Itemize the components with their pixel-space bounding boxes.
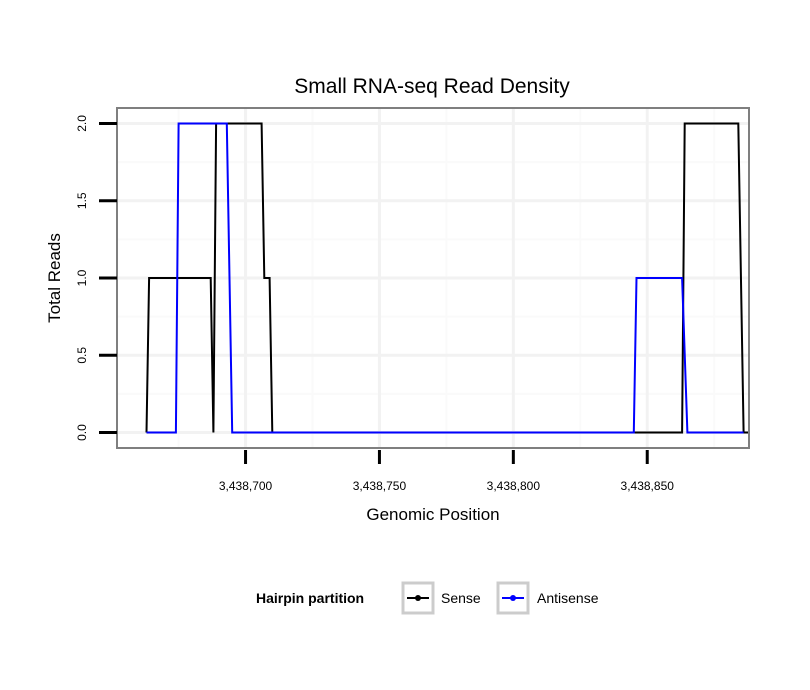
legend: Hairpin partition Sense Antisense xyxy=(256,581,599,615)
legend-label-sense: Sense xyxy=(441,590,481,606)
legend-item-antisense: Antisense xyxy=(496,581,599,615)
legend-label-antisense: Antisense xyxy=(537,590,599,606)
chart-title: Small RNA-seq Read Density xyxy=(294,75,570,98)
series-line-sense xyxy=(145,122,749,434)
y-tick-label-3: 1.5 xyxy=(75,192,89,209)
y-tick-label-1: 0.5 xyxy=(75,347,89,364)
y-tick-label-0: 0.0 xyxy=(75,424,89,441)
plot-panel xyxy=(116,107,750,449)
legend-key-antisense-point xyxy=(510,595,516,601)
y-tick-label-4: 2.0 xyxy=(75,115,89,132)
y-tick-label-2: 1.0 xyxy=(75,269,89,286)
series-line-antisense xyxy=(146,122,744,434)
x-tick-label-2: 3,438,800 xyxy=(487,479,541,493)
x-axis: 3,438,700 3,438,750 3,438,800 3,438,850 xyxy=(219,450,674,493)
y-axis-label: Total Reads xyxy=(45,233,64,323)
x-tick-label-0: 3,438,700 xyxy=(219,479,273,493)
series-layer xyxy=(145,122,749,434)
x-axis-label: Genomic Position xyxy=(366,505,499,524)
legend-item-sense: Sense xyxy=(401,581,481,615)
x-tick-label-1: 3,438,750 xyxy=(353,479,407,493)
x-tick-label-3: 3,438,850 xyxy=(621,479,675,493)
y-axis: 0.0 0.5 1.0 1.5 2.0 xyxy=(75,115,117,441)
legend-title: Hairpin partition xyxy=(256,590,364,606)
legend-key-sense-point xyxy=(415,595,421,601)
